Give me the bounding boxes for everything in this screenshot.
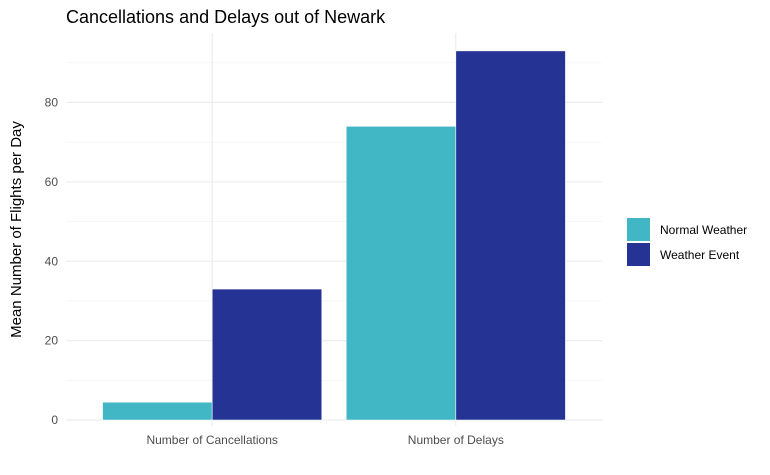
y-axis-ticks: 0 20 40 60 80 xyxy=(45,95,59,427)
chart-title: Cancellations and Delays out of Newark xyxy=(66,7,386,27)
legend-label: Weather Event xyxy=(660,248,740,262)
legend-key xyxy=(627,218,650,241)
y-tick-label: 20 xyxy=(45,334,59,348)
legend: Normal Weather Weather Event xyxy=(627,218,747,266)
x-tick-label: Number of Delays xyxy=(408,433,504,447)
y-axis-title: Mean Number of Flights per Day xyxy=(8,121,25,338)
y-tick-label: 40 xyxy=(45,254,59,268)
bar-weather-event-1 xyxy=(211,288,323,421)
y-tick-label: 60 xyxy=(45,175,59,189)
x-tick-label: Number of Cancellations xyxy=(146,433,277,447)
bars xyxy=(102,50,566,421)
bar-weather-event-2 xyxy=(455,50,566,421)
legend-label: Normal Weather xyxy=(660,223,747,237)
bar-normal-weather-2 xyxy=(345,125,457,421)
bar-normal-weather-1 xyxy=(102,401,213,421)
y-tick-label: 0 xyxy=(51,413,58,427)
y-tick-label: 80 xyxy=(45,95,59,109)
x-axis-ticks: Number of Cancellations Number of Delays xyxy=(146,433,503,447)
legend-key xyxy=(627,243,650,266)
